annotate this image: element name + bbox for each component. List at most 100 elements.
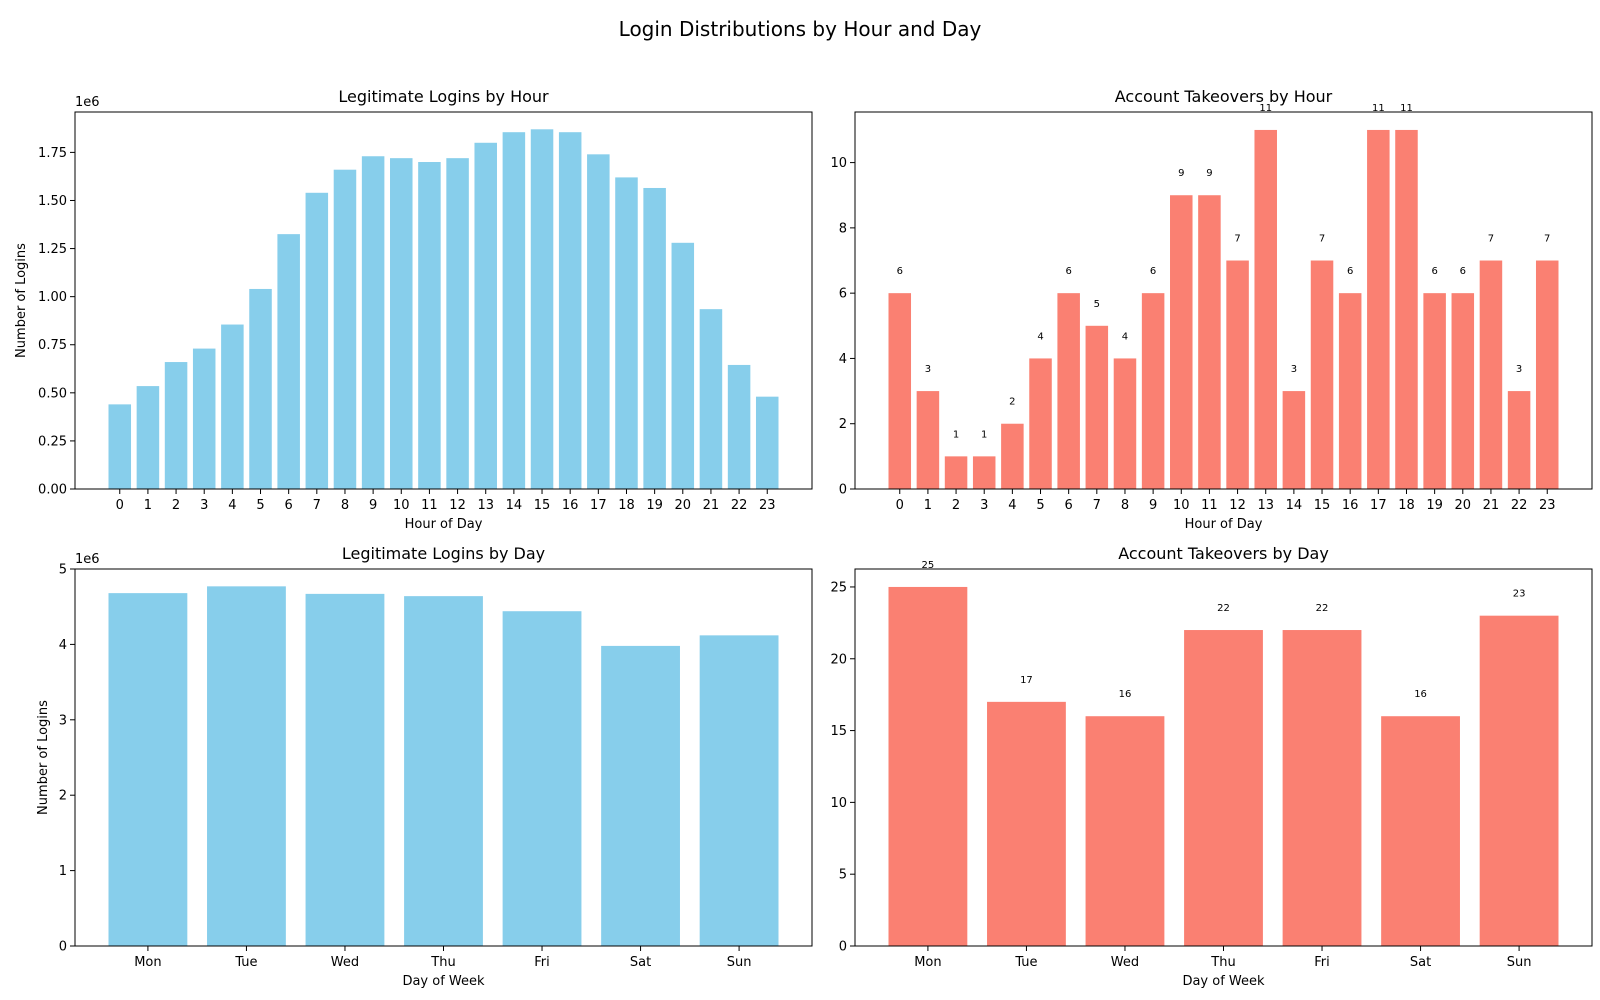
takeover-hour-xtick-label-15: 15 (1314, 498, 1331, 513)
takeover-hour-bar-15 (1310, 260, 1334, 489)
takeover-hour-bar-14 (1282, 391, 1306, 489)
takeover-hour-xtick-label-6: 6 (1065, 498, 1073, 513)
legit-hour-bar-9 (361, 156, 385, 490)
takeover-hour-bar-17 (1367, 129, 1390, 489)
takeover-day-data-label-Mon: 25 (922, 560, 935, 571)
legit-hour-bar-4 (221, 324, 244, 489)
legit-hour-xtick-label-4: 4 (228, 498, 236, 513)
legit-hour-bar-13 (474, 142, 497, 489)
legit-day-y-offset-label: 1e6 (75, 552, 100, 567)
takeover-hour-bar-18 (1395, 129, 1418, 489)
takeover-hour-bar-2 (944, 456, 968, 489)
takeover-hour-bar-11 (1198, 195, 1221, 490)
takeover-day-ytick-label-1: 5 (839, 868, 847, 883)
legit-hour-xtick-label-6: 6 (285, 498, 293, 513)
takeover-hour-xtick-label-21: 21 (1483, 498, 1500, 513)
legit-day-bar-Mon (108, 593, 188, 946)
takeover-hour-data-label-10: 9 (1178, 168, 1184, 179)
legit-hour-ytick-label-7: 1.75 (38, 146, 67, 161)
takeover-hour-data-label-14: 3 (1291, 364, 1297, 375)
takeover-hour-data-label-19: 6 (1431, 266, 1437, 277)
takeover-day-xtick-label-Fri: Fri (1314, 955, 1330, 970)
legit-day-ytick-label-3: 3 (59, 713, 67, 728)
legit-hour-axes-frame (74, 111, 813, 490)
takeover-day-ytick-label-4: 20 (830, 652, 847, 667)
takeover-hour-xtick-label-1: 1 (924, 498, 932, 513)
takeover-hour-data-label-18: 11 (1400, 103, 1413, 114)
legit-day-xtick-label-Mon: Mon (134, 955, 161, 970)
takeover-hour-data-label-2: 1 (953, 429, 959, 440)
takeover-hour-bar-9 (1141, 293, 1165, 489)
takeover-hour-data-label-21: 7 (1488, 234, 1494, 245)
takeover-hour-data-label-1: 3 (925, 364, 931, 375)
legit-hour-bar-23 (755, 396, 779, 489)
legit-hour-y-offset-label: 1e6 (75, 95, 100, 110)
takeover-hour-bar-6 (1057, 293, 1080, 489)
legit-day-panel: Mon Tue Wed Thu Fri Sat Sun 0 1 2 3 4 5 1e6 Legitimate… (36, 544, 813, 989)
legit-hour-ytick-label-1: 0.25 (38, 434, 67, 449)
legit-hour-xtick-label-8: 8 (341, 498, 349, 513)
legit-hour-bar-21 (699, 309, 723, 489)
takeover-day-xlabel: Day of Week (1182, 974, 1265, 989)
legit-hour-title: Legitimate Logins by Hour (338, 87, 549, 106)
legit-day-xtick-label-Fri: Fri (534, 955, 550, 970)
takeover-hour-data-label-12: 7 (1234, 234, 1240, 245)
legit-day-xtick-label-Wed: Wed (331, 955, 359, 970)
takeover-day-ytick-label-0: 0 (839, 940, 847, 955)
takeover-hour-data-label-8: 4 (1122, 331, 1128, 342)
legit-hour-ytick-label-4: 1.00 (38, 290, 67, 305)
legit-hour-xtick-label-20: 20 (675, 498, 692, 513)
legit-day-ylabel: Number of Logins (36, 700, 51, 815)
takeover-hour-bar-0 (888, 293, 912, 489)
legit-hour-xtick-label-15: 15 (534, 498, 551, 513)
takeover-hour-data-label-9: 6 (1150, 266, 1156, 277)
takeover-hour-data-label-15: 7 (1319, 234, 1325, 245)
takeover-hour-title: Account Takeovers by Hour (1115, 87, 1333, 106)
legit-hour-xtick-label-1: 1 (144, 498, 152, 513)
takeover-day-data-label-Tue: 17 (1020, 675, 1033, 686)
legit-hour-bar-8 (333, 169, 357, 489)
takeover-day-bar-Sat (1381, 716, 1460, 946)
takeover-day-ytick-label-2: 10 (830, 796, 847, 811)
legit-day-ytick-label-1: 1 (59, 864, 67, 879)
takeover-day-ytick-label-3: 15 (830, 724, 847, 739)
legit-day-bar-Fri (502, 611, 582, 946)
legit-hour-bar-0 (108, 404, 132, 489)
takeover-day-xtick-label-Sat: Sat (1410, 955, 1431, 970)
takeover-hour-xtick-label-9: 9 (1149, 498, 1157, 513)
legit-day-bar-Tue (207, 586, 286, 946)
takeover-day-bar-Tue (987, 701, 1066, 946)
legit-hour-ytick-label-5: 1.25 (38, 242, 67, 257)
takeover-hour-bar-3 (972, 456, 996, 489)
takeover-hour-bar-10 (1170, 195, 1193, 490)
takeover-hour-xtick-label-3: 3 (980, 498, 988, 513)
legit-hour-xtick-label-2: 2 (172, 498, 180, 513)
takeover-hour-ytick-label-2: 4 (839, 352, 847, 367)
legit-day-bar-Sun (699, 635, 779, 946)
legit-day-bar-Sat (601, 645, 680, 946)
takeover-hour-ytick-label-4: 8 (839, 221, 847, 236)
takeover-day-xtick-label-Mon: Mon (914, 955, 941, 970)
legit-hour-ytick-label-3: 0.75 (38, 338, 67, 353)
legit-hour-bar-1 (136, 386, 160, 489)
legit-hour-xlabel: Hour of Day (405, 517, 483, 532)
takeover-day-bar-Mon (888, 586, 968, 946)
takeover-day-data-label-Sun: 23 (1513, 589, 1526, 600)
legit-hour-xtick-label-10: 10 (393, 498, 410, 513)
takeover-day-data-label-Wed: 16 (1119, 689, 1132, 700)
takeover-hour-data-label-0: 6 (897, 266, 903, 277)
takeover-hour-bar-5 (1029, 358, 1052, 489)
takeover-hour-bar-1 (916, 391, 940, 489)
legit-hour-bar-10 (390, 158, 413, 489)
takeover-hour-bar-23 (1535, 260, 1559, 489)
legit-hour-xtick-label-3: 3 (200, 498, 208, 513)
takeover-hour-xtick-label-16: 16 (1342, 498, 1359, 513)
takeover-hour-xtick-label-13: 13 (1257, 498, 1274, 513)
takeover-hour-bar-8 (1113, 358, 1137, 489)
legit-hour-xtick-label-0: 0 (116, 498, 124, 513)
takeover-hour-axes-frame (854, 111, 1593, 490)
takeover-day-ytick-label-5: 25 (830, 580, 847, 595)
legit-day-ytick-label-2: 2 (59, 789, 67, 804)
